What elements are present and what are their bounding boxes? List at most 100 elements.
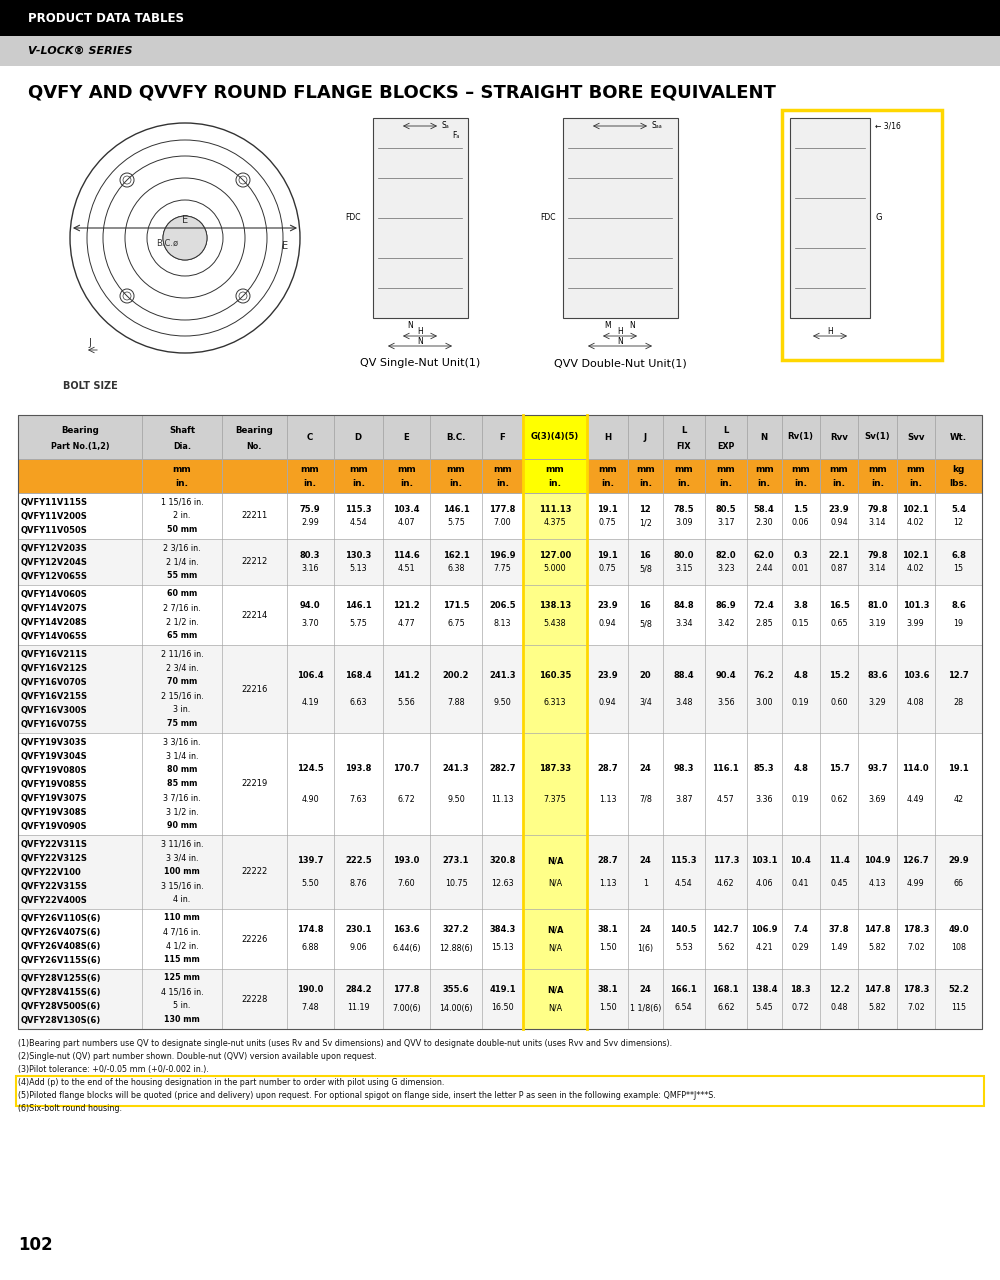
Text: (6)Six-bolt round housing.: (6)Six-bolt round housing. xyxy=(18,1103,122,1114)
Text: 174.8: 174.8 xyxy=(297,925,323,934)
Text: 22219: 22219 xyxy=(241,780,267,788)
Text: 11.13: 11.13 xyxy=(491,795,514,804)
Text: in.: in. xyxy=(794,479,807,488)
Text: 84.8: 84.8 xyxy=(673,602,694,611)
Text: in.: in. xyxy=(496,479,509,488)
Text: 4 in.: 4 in. xyxy=(173,896,191,905)
Text: QVFY26V110S(6): QVFY26V110S(6) xyxy=(21,914,102,923)
Text: QVFY16V212S: QVFY16V212S xyxy=(21,663,88,672)
Bar xyxy=(18,835,982,909)
Text: J: J xyxy=(644,433,647,442)
Text: 65 mm: 65 mm xyxy=(167,631,197,640)
Text: 49.0: 49.0 xyxy=(948,925,969,934)
Text: 14.00(6): 14.00(6) xyxy=(439,1004,473,1012)
Text: mm: mm xyxy=(791,466,810,475)
Text: 241.3: 241.3 xyxy=(443,764,469,773)
Text: 5.4: 5.4 xyxy=(951,504,966,513)
Text: 102.1: 102.1 xyxy=(902,550,929,559)
Text: 3.09: 3.09 xyxy=(675,518,693,527)
Text: 5.000: 5.000 xyxy=(544,564,566,573)
Text: Bearing: Bearing xyxy=(235,426,273,435)
Text: 140.5: 140.5 xyxy=(670,925,697,934)
Text: 12.7: 12.7 xyxy=(948,671,969,680)
Text: M: M xyxy=(605,321,611,330)
Text: ← 3/16: ← 3/16 xyxy=(875,122,901,131)
Text: FDC: FDC xyxy=(540,214,556,223)
Text: 85.3: 85.3 xyxy=(754,764,775,773)
Text: 15.7: 15.7 xyxy=(829,764,849,773)
Bar xyxy=(523,969,587,1029)
Text: in.: in. xyxy=(871,479,884,488)
Text: Rv(1): Rv(1) xyxy=(788,433,814,442)
Text: C: C xyxy=(307,433,313,442)
Text: 5.75: 5.75 xyxy=(349,620,367,628)
Text: (4)Add (p) to the end of the housing designation in the part number to order wit: (4)Add (p) to the end of the housing des… xyxy=(18,1078,444,1087)
Text: QVFY16V215S: QVFY16V215S xyxy=(21,691,88,700)
Text: 187.33: 187.33 xyxy=(539,764,571,773)
Bar xyxy=(523,460,587,493)
Text: 171.5: 171.5 xyxy=(443,602,469,611)
Text: QVFY11V115S: QVFY11V115S xyxy=(21,498,88,507)
Text: 3 3/4 in.: 3 3/4 in. xyxy=(166,854,198,863)
Text: 103.6: 103.6 xyxy=(903,671,929,680)
Text: 9.50: 9.50 xyxy=(447,795,465,804)
Text: lbs.: lbs. xyxy=(949,479,968,488)
Bar xyxy=(897,460,935,493)
Text: 2 11/16 in.: 2 11/16 in. xyxy=(161,649,203,658)
Text: 3.48: 3.48 xyxy=(675,698,693,707)
Bar xyxy=(18,733,982,835)
Bar xyxy=(18,460,982,493)
Text: 1.13: 1.13 xyxy=(599,878,616,887)
Bar xyxy=(18,585,982,645)
Text: mm: mm xyxy=(868,466,887,475)
Text: 3.29: 3.29 xyxy=(869,698,886,707)
Text: 4.62: 4.62 xyxy=(717,878,735,887)
Text: N: N xyxy=(407,321,413,330)
Bar xyxy=(935,460,982,493)
Text: 0.75: 0.75 xyxy=(599,518,617,527)
Bar xyxy=(222,415,287,460)
Text: 5.56: 5.56 xyxy=(398,698,415,707)
Text: 102: 102 xyxy=(18,1236,53,1254)
Circle shape xyxy=(163,216,207,260)
Text: in.: in. xyxy=(304,479,317,488)
Text: (2)Single-nut (QV) part number shown. Double-nut (QVV) version available upon re: (2)Single-nut (QV) part number shown. Do… xyxy=(18,1052,377,1061)
Text: 104.9: 104.9 xyxy=(864,856,891,865)
Bar xyxy=(482,460,523,493)
Text: 170.7: 170.7 xyxy=(393,764,420,773)
Text: QVFY22V100: QVFY22V100 xyxy=(21,868,82,877)
Text: in.: in. xyxy=(352,479,365,488)
Text: QV Single-Nut Unit(1): QV Single-Nut Unit(1) xyxy=(360,358,480,369)
Text: 5.438: 5.438 xyxy=(544,620,566,628)
Text: 12: 12 xyxy=(640,504,651,513)
Bar xyxy=(897,415,935,460)
Text: 5 in.: 5 in. xyxy=(173,1001,191,1010)
Text: 0.75: 0.75 xyxy=(599,564,617,573)
Text: 163.6: 163.6 xyxy=(393,925,420,934)
Text: mm: mm xyxy=(173,466,191,475)
Text: F: F xyxy=(500,433,505,442)
Text: 4.02: 4.02 xyxy=(907,564,925,573)
Text: N/A: N/A xyxy=(547,925,563,934)
Text: 3/4: 3/4 xyxy=(639,698,652,707)
Text: 70 mm: 70 mm xyxy=(167,677,197,686)
Text: 6.63: 6.63 xyxy=(350,698,367,707)
Bar xyxy=(334,460,383,493)
Text: 2 3/16 in.: 2 3/16 in. xyxy=(163,544,201,553)
Text: L: L xyxy=(723,426,729,435)
Text: 284.2: 284.2 xyxy=(345,986,372,995)
Text: 5/8: 5/8 xyxy=(639,620,652,628)
Text: 3.00: 3.00 xyxy=(755,698,773,707)
Text: 2 1/4 in.: 2 1/4 in. xyxy=(166,558,198,567)
Text: 24: 24 xyxy=(640,856,651,865)
Text: 19.1: 19.1 xyxy=(597,504,618,513)
Text: 23.9: 23.9 xyxy=(829,504,849,513)
Text: QVFY28V130S(6): QVFY28V130S(6) xyxy=(21,1015,101,1024)
Text: 0.19: 0.19 xyxy=(792,795,810,804)
Text: 5.75: 5.75 xyxy=(447,518,465,527)
Text: 38.1: 38.1 xyxy=(597,925,618,934)
Text: in.: in. xyxy=(719,479,732,488)
Text: 196.9: 196.9 xyxy=(489,550,516,559)
Text: 146.1: 146.1 xyxy=(345,602,372,611)
Text: (3)Pilot tolerance: +0/-0.05 mm (+0/-0.002 in.).: (3)Pilot tolerance: +0/-0.05 mm (+0/-0.0… xyxy=(18,1065,209,1074)
